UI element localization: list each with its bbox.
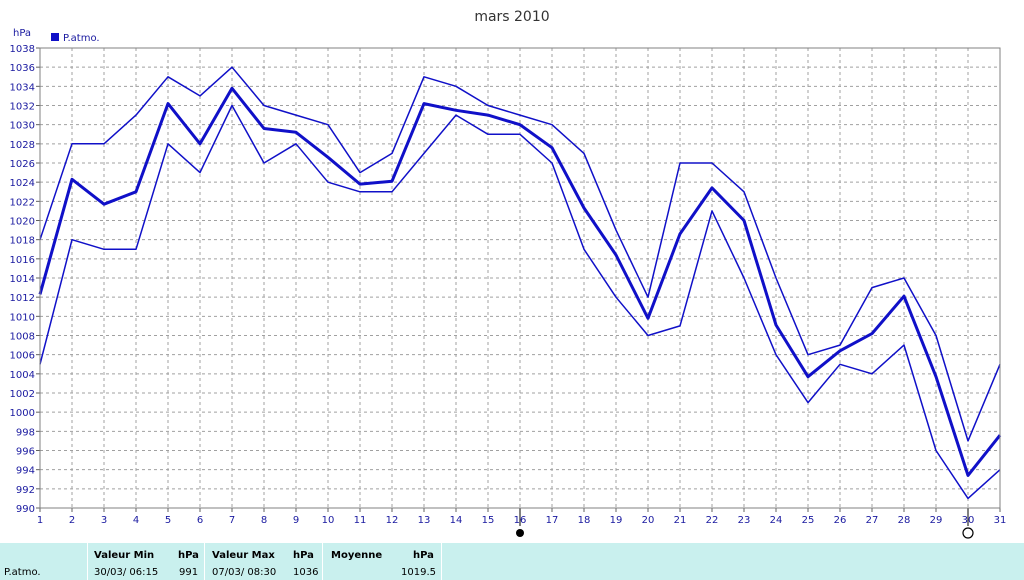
x-tick-label: 27: [866, 515, 879, 526]
x-tick-label: 4: [133, 515, 139, 526]
series-line-maximum: [39, 66, 1001, 442]
y-tick-label: 996: [16, 447, 35, 458]
y-tick-label: 1034: [10, 82, 35, 93]
y-tick-label: 1026: [10, 159, 35, 170]
plot-frame: [39, 47, 1001, 509]
stats-empty-cell: [441, 543, 1024, 580]
stats-max-label: Valeur Max: [212, 550, 275, 561]
marker-open-circle: [962, 527, 974, 539]
y-tick-label: 1030: [10, 121, 35, 132]
x-tick-label: 22: [706, 515, 719, 526]
stats-min-label: Valeur Min: [94, 550, 155, 561]
stats-row-label: P.atmo.: [4, 567, 41, 578]
x-tick-label: 5: [165, 515, 171, 526]
stats-min-cell: Valeur Min hPa 30/03/ 06:15 991: [87, 543, 204, 580]
y-tick-label: 1010: [10, 312, 35, 323]
x-tick-label: 23: [738, 515, 751, 526]
x-tick-label: 11: [354, 515, 367, 526]
y-tick-label: 1000: [10, 408, 35, 419]
x-tick-label: 26: [834, 515, 847, 526]
y-tick-label: 1008: [10, 332, 35, 343]
legend-swatch: [51, 33, 59, 41]
x-tick-label: 9: [293, 515, 299, 526]
y-tick-label: 1022: [10, 197, 35, 208]
series-line-minimum: [39, 104, 1001, 500]
y-tick-label: 1024: [10, 178, 35, 189]
y-tick-label: 1012: [10, 293, 35, 304]
x-tick-label: 17: [546, 515, 559, 526]
y-tick-label: 1020: [10, 217, 35, 228]
x-tick-label: 3: [101, 515, 107, 526]
x-tick-label: 25: [802, 515, 815, 526]
stats-row-header: P.atmo.: [0, 543, 87, 580]
y-tick-label: 990: [16, 504, 35, 515]
x-tick-label: 21: [674, 515, 687, 526]
y-tick-label: 1038: [10, 44, 35, 55]
series-line-moyenne: [38, 86, 1002, 477]
x-tick-label: 31: [994, 515, 1007, 526]
x-tick-label: 19: [610, 515, 623, 526]
stats-mean-label: Moyenne: [331, 550, 383, 561]
y-tick-label: 1002: [10, 389, 35, 400]
x-tick-label: 20: [642, 515, 655, 526]
y-tick-label: 1018: [10, 236, 35, 247]
y-tick-label: 1036: [10, 63, 35, 74]
x-tick-label: 6: [197, 515, 203, 526]
stats-panel: P.atmo. Valeur Min hPa 30/03/ 06:15 991 …: [0, 543, 1024, 580]
stats-mean-unit: hPa: [413, 550, 434, 561]
stats-max-cell: Valeur Max hPa 07/03/ 08:30 1036: [204, 543, 322, 580]
stats-min-value: 991: [179, 567, 199, 578]
y-tick-label: 998: [16, 427, 35, 438]
x-tick-label: 24: [770, 515, 783, 526]
y-tick-label: 1004: [10, 370, 35, 381]
x-tick-label: 13: [418, 515, 431, 526]
x-tick-label: 14: [450, 515, 463, 526]
y-tick-label: 1032: [10, 102, 35, 113]
x-tick-label: 8: [261, 515, 267, 526]
marker-filled-circle: [516, 529, 524, 537]
stats-max-datetime: 07/03/ 08:30: [212, 567, 277, 578]
y-tick-label: 992: [16, 485, 35, 496]
stats-min-datetime: 30/03/ 06:15: [94, 567, 159, 578]
stats-max-unit: hPa: [293, 550, 314, 561]
y-tick-label: 994: [16, 466, 35, 477]
x-tick-label: 12: [386, 515, 399, 526]
y-tick-label: 1028: [10, 140, 35, 151]
x-tick-label: 2: [69, 515, 75, 526]
y-tick-label: 1014: [10, 274, 35, 285]
y-tick-label: 1006: [10, 351, 35, 362]
x-tick-label: 10: [322, 515, 335, 526]
x-tick-label: 7: [229, 515, 235, 526]
chart-title: mars 2010: [474, 9, 549, 25]
y-tick-label: 1016: [10, 255, 35, 266]
x-tick-label: 29: [930, 515, 943, 526]
x-tick-label: 15: [482, 515, 495, 526]
pressure-chart: mars 2010 hPa P.atmo. 990 992 994 996 998 100…: [10, 9, 1007, 539]
x-tick-label: 28: [898, 515, 911, 526]
x-tick-label: 18: [578, 515, 591, 526]
stats-mean-cell: Moyenne hPa 1019.5: [322, 543, 441, 580]
legend-label: P.atmo.: [63, 33, 100, 44]
stats-mean-value: 1019.5: [401, 567, 436, 578]
y-axis-unit: hPa: [13, 28, 31, 39]
stats-max-value: 1036: [293, 567, 319, 578]
stats-min-unit: hPa: [178, 550, 199, 561]
x-tick-label: 1: [37, 515, 43, 526]
